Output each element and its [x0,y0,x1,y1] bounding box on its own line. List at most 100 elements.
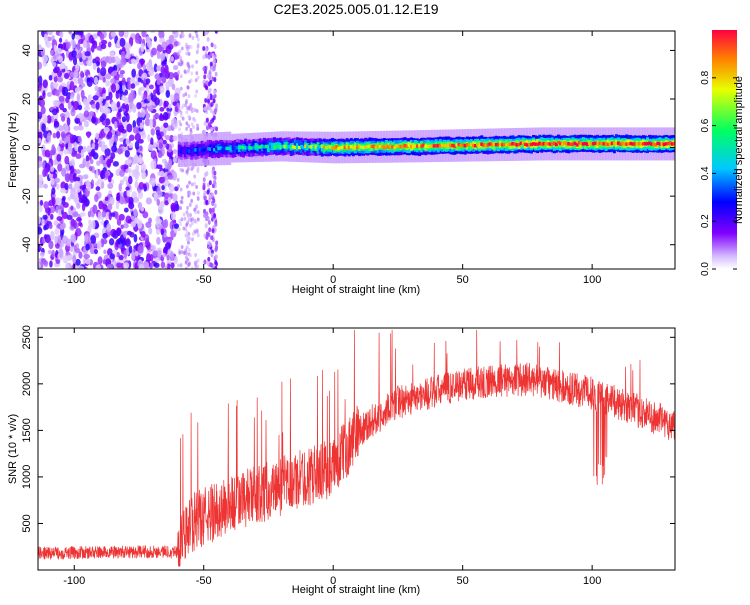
noise-blob [104,148,111,157]
noise-blob [183,216,187,221]
noise-blob [107,175,112,183]
noise-blob [49,260,53,268]
signal-band [585,142,589,146]
signal-band [486,143,490,147]
noise-blob [196,210,200,215]
x-tick-label: 100 [583,575,601,587]
noise-blob [104,144,108,150]
signal-band [382,145,386,150]
x-tick-label: 50 [457,575,469,587]
noise-blob [85,243,90,251]
noise-blob [209,61,213,67]
noise-blob [75,53,82,59]
signal-band [587,141,591,146]
noise-blob [108,91,113,101]
noise-blob [100,39,108,45]
signal-band [424,144,428,148]
noise-blob [137,77,141,83]
noise-blob [114,211,119,220]
noise-blob [130,83,136,89]
noise-blob [163,100,169,108]
noise-blob [164,112,169,121]
noise-blob [69,245,74,253]
noise-blob [160,125,164,132]
snr-x-ticks: -100 -50 0 50 100 [63,328,601,587]
noise-blob [150,137,154,146]
noise-blob [38,61,43,70]
noise-blob [179,113,183,118]
noise-blob [71,151,77,158]
noise-blob [60,131,66,138]
noise-blob [212,198,216,204]
signal-band [594,141,598,145]
noise-blob [117,124,125,133]
noise-blob [192,191,196,196]
noise-blob [80,89,85,99]
noise-blob [138,263,145,269]
noise-blob [151,177,156,187]
snr-series-line [38,329,675,567]
signal-band [237,145,241,150]
signal-band [227,146,231,151]
noise-blob [100,43,107,50]
spectrogram-frame [37,30,676,270]
noise-blob [180,263,183,268]
noise-blob [190,167,194,172]
noise-blob [215,240,219,246]
signal-band [198,148,202,152]
noise-blob [87,94,92,103]
noise-blob [150,160,157,170]
signal-band [333,146,337,150]
noise-blob [96,67,101,74]
noise-blob [180,60,184,65]
noise-blob [194,31,198,34]
noise-blob [187,123,191,128]
noise-blob [64,182,69,191]
signal-band [399,144,403,149]
noise-blob [187,94,191,99]
signal-band [430,144,434,148]
noise-blob [214,31,218,34]
signal-band [418,143,422,148]
noise-blob [177,184,180,189]
signal-band [339,146,343,150]
noise-blob [77,227,82,236]
noise-blob [202,54,206,60]
noise-blob [66,134,71,143]
signal-band [306,145,310,149]
noise-blob [177,227,181,232]
signal-band [320,144,324,148]
noise-blob [89,76,94,83]
signal-band [476,143,480,147]
noise-blob [93,40,98,49]
signal-band [316,142,320,150]
colorbar-tick-label: 0.4 [700,166,711,180]
noise-blob [179,74,183,79]
noise-blob [86,145,92,153]
noise-blob [207,249,211,255]
noise-blob [114,55,119,62]
noise-blob [145,238,150,246]
noise-blob [210,235,214,241]
noise-blob [168,183,175,193]
noise-blob [70,205,74,211]
noise-blob [207,122,211,127]
noise-blob [213,89,217,95]
noise-blob [186,47,190,52]
y-tick-label: 2500 [21,325,33,349]
noise-blob [57,76,63,83]
x-tick-label: -100 [63,274,85,286]
noise-blob [140,206,145,212]
signal-band [204,147,208,152]
noise-blob [119,137,125,142]
noise-blob [156,164,163,170]
signal-band [411,144,415,149]
noise-blob [185,121,189,126]
signal-band [273,145,277,149]
noise-blob [196,75,200,80]
noise-blob [110,212,116,217]
signal-band [577,141,581,149]
noise-blob [202,177,206,183]
noise-blob [122,176,129,182]
snr-plot-area [38,329,675,567]
